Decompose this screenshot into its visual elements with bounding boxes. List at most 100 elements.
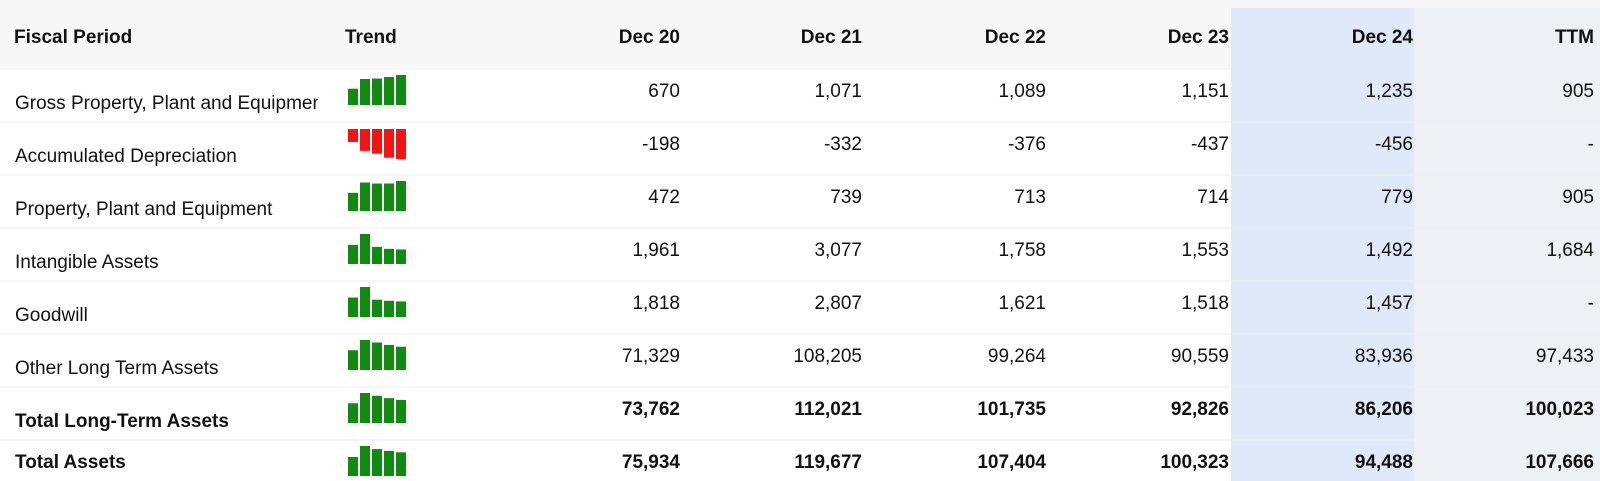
cell-value: 101,735: [977, 399, 1046, 420]
cell-value: -: [1588, 134, 1594, 155]
cell-value: 90,559: [1171, 346, 1229, 367]
sparkline-bar: [360, 446, 370, 476]
cell-value: 1,553: [1181, 240, 1229, 261]
cell-value: 670: [648, 81, 680, 102]
sparkline-bar: [348, 297, 358, 317]
sparkline-bar: [360, 182, 370, 211]
cell-value: 1,621: [998, 293, 1046, 314]
cell-value: 905: [1562, 81, 1594, 102]
sparkline-bar: [384, 398, 394, 423]
cell-value: 739: [830, 187, 862, 208]
sparkline-bar: [372, 183, 382, 211]
sparkline-bar: [396, 452, 406, 476]
cell-value: 1,235: [1365, 81, 1413, 102]
cell-value: 472: [648, 187, 680, 208]
sparkline-bar: [396, 301, 406, 317]
sparkline-bar: [348, 88, 358, 105]
cell-value: 108,205: [793, 346, 862, 367]
column-header: Dec 21: [801, 27, 863, 48]
cell-value: 107,666: [1525, 452, 1594, 473]
cell-value: 94,488: [1355, 452, 1413, 473]
cell-value: 119,677: [794, 452, 862, 473]
column-header: Trend: [345, 27, 397, 48]
row-label: Total Long-Term Assets: [15, 411, 229, 432]
ttm-column: [1414, 8, 1600, 481]
sparkline-bar: [348, 403, 358, 423]
sparkline-bar: [396, 249, 406, 264]
cell-value: 92,826: [1171, 399, 1229, 420]
sparkline-bar: [348, 456, 358, 476]
column-header: Dec 20: [619, 27, 680, 48]
cell-value: 75,934: [622, 452, 681, 473]
row-label: Goodwill: [15, 305, 88, 326]
column-header: TTM: [1555, 27, 1594, 48]
row-label: Total Assets: [15, 452, 126, 473]
sparkline-bar: [360, 340, 370, 370]
cell-value: -: [1588, 293, 1594, 314]
sparkline-bar: [360, 129, 370, 151]
cell-value: -456: [1375, 134, 1413, 155]
cell-value: 1,492: [1365, 240, 1413, 261]
cell-value: 779: [1381, 187, 1413, 208]
sparkline-bar: [396, 399, 406, 423]
cell-value: 71,329: [622, 346, 680, 367]
sparkline-bar: [348, 129, 358, 143]
cell-value: 100,023: [1525, 399, 1594, 420]
cell-value: 1,071: [814, 81, 862, 102]
sparkline-bar: [348, 244, 358, 264]
sparkline-bar: [360, 78, 370, 105]
sparkline-bar: [396, 129, 406, 159]
cell-value: 1,457: [1365, 293, 1413, 314]
cell-value: -437: [1191, 134, 1229, 155]
cell-value: 100,323: [1160, 452, 1229, 473]
sparkline-bar: [384, 183, 394, 211]
sparkline-bar: [396, 346, 406, 370]
sparkline-bar: [384, 344, 394, 370]
sparkline-bar: [360, 234, 370, 264]
sparkline-bar: [372, 299, 382, 317]
sparkline-bar: [372, 246, 382, 264]
cell-value: 97,433: [1536, 346, 1594, 367]
row-label: Accumulated Depreciation: [15, 146, 237, 167]
cell-value: 86,206: [1355, 399, 1413, 420]
column-header: Dec 24: [1352, 27, 1414, 48]
cell-value: 99,264: [988, 346, 1047, 367]
cell-value: -332: [824, 134, 862, 155]
sparkline-bar: [372, 395, 382, 423]
sparkline-bar: [372, 342, 382, 370]
sparkline-bar: [360, 393, 370, 423]
sparkline-bar: [396, 75, 406, 105]
highlight-column: [1231, 8, 1414, 481]
cell-value: 1,151: [1181, 81, 1229, 102]
sparkline-bar: [384, 450, 394, 476]
column-header: Dec 22: [985, 27, 1046, 48]
row-label: Intangible Assets: [15, 252, 159, 273]
sparkline-bar: [384, 300, 394, 317]
cell-value: 3,077: [814, 240, 862, 261]
cell-value: 1,089: [998, 81, 1046, 102]
sparkline-bar: [396, 181, 406, 211]
cell-value: 1,818: [632, 293, 680, 314]
cell-value: 1,518: [1181, 293, 1229, 314]
column-header: Dec 23: [1168, 27, 1229, 48]
row-label: Gross Property, Plant and Equipment: [15, 93, 329, 114]
sparkline-bar: [372, 78, 382, 105]
cell-value: -376: [1008, 134, 1046, 155]
label-column: Gross Property, Plant and Equipment Accum…: [15, 93, 329, 473]
sparkline-bar: [384, 248, 394, 264]
sparkline-bar: [372, 449, 382, 476]
sparkline-bar: [372, 129, 382, 154]
row-label: Other Long Term Assets: [15, 358, 218, 379]
row-label: Property, Plant and Equipment: [15, 199, 273, 220]
sparkline-bar: [384, 129, 394, 158]
cell-value: 1,684: [1546, 240, 1594, 261]
sparkline-bar: [348, 192, 358, 211]
cell-value: 73,762: [622, 399, 680, 420]
column-header: Fiscal Period: [14, 27, 132, 48]
cell-value: 112,021: [794, 399, 862, 420]
cell-value: 714: [1197, 187, 1229, 208]
sparkline-bar: [384, 77, 394, 105]
cell-value: 107,404: [977, 452, 1046, 473]
cell-value: 2,807: [814, 293, 862, 314]
